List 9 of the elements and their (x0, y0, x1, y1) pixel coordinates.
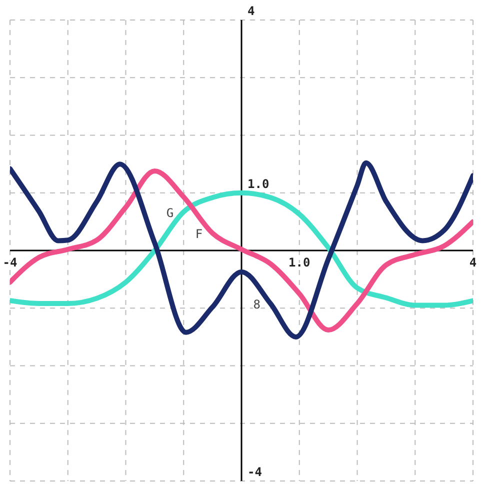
x-tick-label: -4 (2, 256, 18, 270)
annotation: G (166, 206, 174, 220)
annotation: 8 (253, 298, 260, 312)
x-tick-label: 1.0 (288, 256, 310, 270)
y-tick-label: -4 (248, 465, 262, 479)
y-tick-label: 4 (248, 4, 255, 18)
y-tick-label: 1.0 (248, 176, 270, 191)
x-tick-label: 4 (469, 256, 477, 270)
annotation: F (195, 227, 203, 242)
